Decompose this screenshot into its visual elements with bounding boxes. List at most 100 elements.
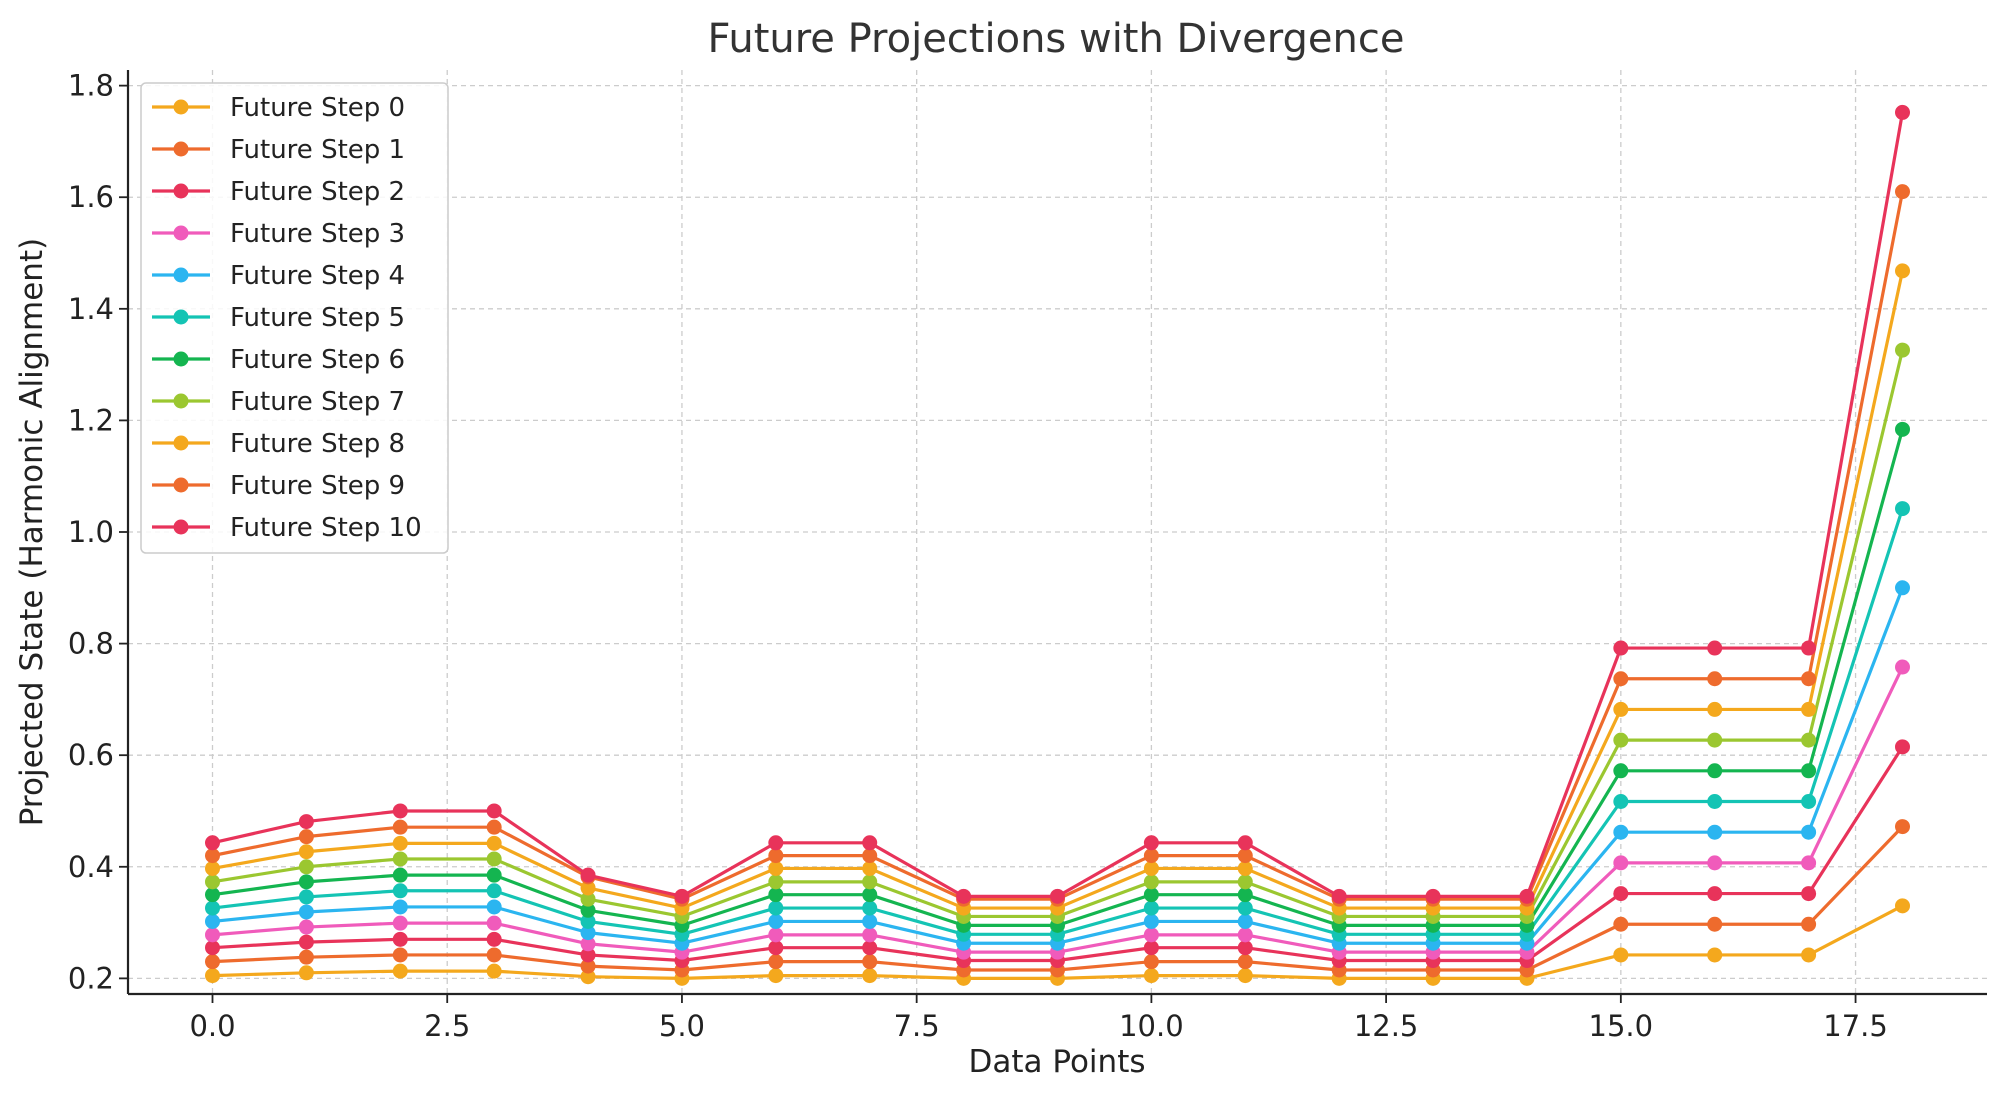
data-point bbox=[486, 899, 502, 915]
legend-item: Future Step 0 bbox=[152, 93, 405, 123]
data-point bbox=[1895, 104, 1910, 120]
data-point bbox=[486, 931, 502, 947]
legend-item: Future Step 4 bbox=[152, 261, 405, 291]
data-point bbox=[1613, 947, 1629, 963]
y-tick-label: 1.4 bbox=[68, 292, 114, 326]
y-tick-label: 0.4 bbox=[68, 850, 114, 884]
legend-item: Future Step 1 bbox=[152, 135, 405, 165]
legend: Future Step 0 Future Step 1 Future Step 2 F… bbox=[140, 82, 449, 554]
data-point bbox=[1237, 968, 1253, 984]
data-point bbox=[1519, 888, 1535, 904]
data-point bbox=[1237, 874, 1253, 890]
data-point bbox=[862, 835, 878, 851]
legend-swatch-marker bbox=[173, 99, 189, 115]
data-point bbox=[1707, 732, 1723, 748]
data-point bbox=[205, 954, 220, 970]
data-point bbox=[1613, 916, 1629, 932]
data-point bbox=[768, 900, 784, 916]
data-point bbox=[1895, 580, 1910, 596]
legend-swatch-marker bbox=[173, 183, 189, 199]
data-point bbox=[205, 913, 220, 929]
legend-swatch-marker bbox=[173, 435, 189, 451]
x-tick-label: 2.5 bbox=[424, 1009, 470, 1043]
data-point bbox=[1143, 927, 1159, 943]
legend-item: Future Step 8 bbox=[152, 429, 405, 459]
data-point bbox=[768, 848, 784, 864]
legend-swatch-marker bbox=[173, 519, 189, 535]
data-point bbox=[1801, 947, 1817, 963]
data-point bbox=[768, 968, 784, 984]
data-point bbox=[1050, 888, 1065, 904]
data-point bbox=[580, 958, 596, 974]
legend-swatch-marker bbox=[173, 141, 189, 157]
x-tick-label: 10.0 bbox=[1119, 1009, 1184, 1043]
data-point bbox=[768, 874, 784, 890]
grid bbox=[128, 70, 1987, 994]
data-point bbox=[1143, 954, 1159, 970]
data-point bbox=[298, 949, 314, 965]
legend-swatch-marker bbox=[173, 351, 189, 367]
x-axis-label: Data Points bbox=[969, 1044, 1146, 1080]
legend-label: Future Step 8 bbox=[230, 429, 405, 459]
data-point bbox=[1613, 671, 1629, 687]
data-point bbox=[486, 947, 502, 963]
legend-swatch-marker bbox=[173, 477, 189, 493]
data-point bbox=[1895, 342, 1910, 358]
legend-label: Future Step 6 bbox=[230, 345, 405, 375]
data-point bbox=[392, 803, 408, 819]
legend-frame bbox=[140, 82, 449, 554]
legend-swatch-marker bbox=[173, 225, 189, 241]
data-point bbox=[580, 880, 596, 896]
legend-swatch-marker bbox=[173, 267, 189, 283]
data-point bbox=[1707, 671, 1723, 687]
x-tick-label: 17.5 bbox=[1823, 1009, 1888, 1043]
data-point bbox=[580, 936, 596, 952]
legend-item: Future Step 6 bbox=[152, 345, 405, 375]
y-tick-label: 1.0 bbox=[68, 515, 114, 549]
data-point bbox=[768, 860, 784, 876]
data-point bbox=[862, 954, 878, 970]
y-tick-label: 1.8 bbox=[68, 69, 114, 103]
data-point bbox=[298, 919, 314, 935]
data-point bbox=[1143, 900, 1159, 916]
data-point bbox=[1801, 824, 1817, 840]
series-2 bbox=[205, 739, 1910, 969]
legend-label: Future Step 4 bbox=[230, 261, 405, 291]
data-point bbox=[1237, 940, 1253, 956]
data-point bbox=[1143, 940, 1159, 956]
data-point bbox=[1613, 855, 1629, 871]
series-8 bbox=[205, 263, 1910, 916]
data-point bbox=[298, 859, 314, 875]
data-point bbox=[298, 904, 314, 920]
chart-title: Future Projections with Divergence bbox=[708, 16, 1405, 62]
y-axis-label: Projected State (Harmonic Alignment) bbox=[14, 238, 50, 826]
data-point bbox=[1143, 860, 1159, 876]
x-tick-label: 12.5 bbox=[1354, 1009, 1419, 1043]
legend-label: Future Step 0 bbox=[230, 93, 405, 123]
data-point bbox=[580, 913, 596, 929]
data-point bbox=[956, 888, 972, 904]
data-point bbox=[486, 883, 502, 899]
y-tick-label: 1.6 bbox=[68, 180, 114, 214]
data-point bbox=[1707, 947, 1723, 963]
data-point bbox=[1613, 824, 1629, 840]
data-point bbox=[862, 968, 878, 984]
data-point bbox=[1801, 855, 1817, 871]
data-point bbox=[1801, 732, 1817, 748]
legend-swatch-marker bbox=[173, 309, 189, 325]
data-point bbox=[580, 969, 596, 985]
data-point bbox=[298, 889, 314, 905]
data-point bbox=[205, 860, 220, 876]
legend-item: Future Step 9 bbox=[152, 471, 405, 501]
data-point bbox=[205, 887, 220, 903]
data-point bbox=[1143, 835, 1159, 851]
data-point bbox=[486, 851, 502, 867]
x-tick-label: 7.5 bbox=[894, 1009, 940, 1043]
data-point bbox=[862, 940, 878, 956]
data-point bbox=[205, 874, 220, 890]
series-layer bbox=[205, 104, 1910, 986]
data-point bbox=[205, 968, 220, 984]
data-point bbox=[486, 915, 502, 931]
data-point bbox=[392, 883, 408, 899]
